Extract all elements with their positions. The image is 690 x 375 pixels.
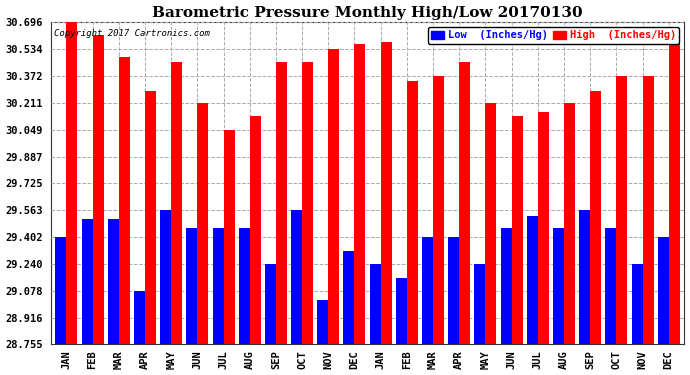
Bar (486, 103, 496, 345)
Bar (553, 228, 564, 345)
Bar (422, 237, 433, 345)
Bar (475, 264, 486, 345)
Bar (265, 264, 276, 345)
Bar (108, 219, 119, 345)
Bar (605, 228, 616, 345)
Bar (197, 103, 208, 345)
Bar (396, 278, 407, 345)
Bar (433, 76, 444, 345)
Bar (160, 210, 171, 345)
Bar (631, 264, 642, 345)
Bar (119, 57, 130, 345)
Text: Copyright 2017 Cartronics.com: Copyright 2017 Cartronics.com (54, 28, 210, 38)
Bar (250, 116, 261, 345)
Bar (448, 237, 460, 345)
Bar (355, 44, 366, 345)
Bar (511, 116, 522, 345)
Title: Barometric Pressure Monthly High/Low 20170130: Barometric Pressure Monthly High/Low 201… (152, 6, 583, 20)
Legend: Low  (Inches/Hg), High  (Inches/Hg): Low (Inches/Hg), High (Inches/Hg) (428, 27, 679, 44)
Bar (92, 35, 104, 345)
Bar (669, 32, 680, 345)
Bar (370, 264, 381, 345)
Bar (213, 228, 224, 345)
Bar (134, 291, 145, 345)
Bar (239, 228, 250, 345)
Bar (276, 62, 287, 345)
Bar (538, 112, 549, 345)
Bar (344, 251, 355, 345)
Bar (145, 92, 156, 345)
Bar (579, 210, 590, 345)
Bar (224, 130, 235, 345)
Bar (501, 228, 511, 345)
Bar (616, 76, 627, 345)
Bar (55, 237, 66, 345)
Bar (81, 219, 92, 345)
Bar (171, 62, 182, 345)
Bar (317, 300, 328, 345)
Bar (186, 228, 197, 345)
Bar (407, 81, 418, 345)
Bar (381, 42, 392, 345)
Bar (66, 22, 77, 345)
Bar (590, 92, 601, 345)
Bar (564, 103, 575, 345)
Bar (642, 76, 653, 345)
Bar (658, 237, 669, 345)
Bar (328, 49, 339, 345)
Bar (526, 216, 538, 345)
Bar (460, 62, 470, 345)
Bar (291, 210, 302, 345)
Bar (302, 62, 313, 345)
